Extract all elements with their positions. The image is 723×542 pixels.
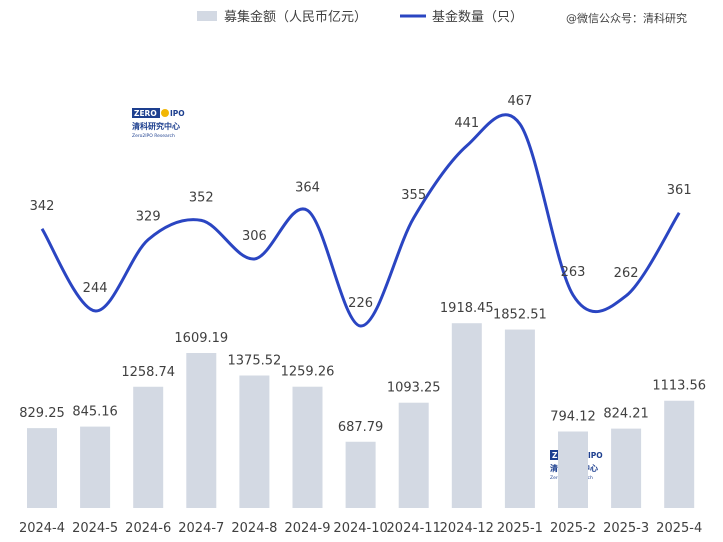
bar-label-2024-7: 1609.19 [174,331,228,346]
bar-2025-2 [558,431,588,508]
x-tick-2024-12: 2024-12 [440,521,494,536]
line-label-2024-4: 342 [30,199,55,214]
bar-2024-8 [239,375,270,508]
bar-label-2024-8: 1375.52 [228,354,282,369]
x-tick-2024-6: 2024-6 [125,521,171,536]
bar-2024-6 [133,386,164,508]
legend: 募集金额（人民币亿元） 基金数量（只） [197,9,523,25]
x-tick-2024-4: 2024-4 [19,521,65,536]
line-label-2025-2: 263 [561,265,586,280]
bar-2024-11 [398,402,429,508]
bar-2024-12 [451,323,482,508]
bar-label-2024-5: 845.16 [72,405,118,420]
bar-2024-9 [292,386,323,508]
line-label-2024-11: 355 [401,188,426,203]
line-label-2024-7: 352 [189,190,214,205]
x-tick-2024-9: 2024-9 [284,521,330,536]
bar-label-2025-1: 1852.51 [493,308,547,323]
zero2ipo-logo: ZERO IPO 清科研究中心 Zero2IPO Research [132,108,185,139]
line-label-2025-1: 467 [507,94,532,109]
bar-label-2025-3: 824.21 [603,407,649,422]
x-tick-2025-3: 2025-3 [603,521,649,536]
x-tick-2025-2: 2025-2 [550,521,596,536]
bar-2024-10 [345,441,376,508]
x-tick-2024-8: 2024-8 [231,521,277,536]
line-label-2024-6: 329 [136,210,161,225]
bar-label-2024-9: 1259.26 [281,365,335,380]
line-label-2025-4: 361 [667,183,692,198]
x-tick-2024-11: 2024-11 [387,521,441,536]
bar-label-2024-6: 1258.74 [121,365,175,380]
x-tick-2024-7: 2024-7 [178,521,224,536]
bar-label-2024-4: 829.25 [19,406,65,421]
svg-text:清科研究中心: 清科研究中心 [132,121,180,131]
bar-label-2024-12: 1918.45 [440,301,494,316]
line-label-2024-12: 441 [454,116,479,131]
line-value-labels: 342 244 329 352 306 364 226 355 441 467 263 262 361 [30,94,692,311]
legend-line-label: 基金数量（只） [432,9,523,25]
bar-2025-3 [611,428,642,508]
bar-2024-4 [27,428,57,508]
legend-bar-swatch [197,11,217,21]
bar-label-2025-2: 794.12 [550,410,596,425]
bar-value-labels: 829.25 845.16 1258.74 1609.191375.521259.26… [19,301,706,435]
x-tick-2025-4: 2025-4 [656,521,702,536]
line-series [40,113,681,328]
svg-text:ZERO: ZERO [134,109,157,118]
line-label-2024-9: 364 [295,180,320,195]
bar-label-2025-4: 1113.56 [652,379,706,394]
bar-label-2024-10: 687.79 [338,420,384,435]
line-label-2024-5: 244 [83,281,108,296]
x-tick-2024-5: 2024-5 [72,521,118,536]
svg-text:Zero2IPO Research: Zero2IPO Research [132,133,175,139]
x-axis-tick-labels: 2024-4 2024-5 2024-6 2024-7 2024-8 2024-9 2024… [19,521,702,536]
bar-2025-1 [504,329,535,508]
bar-2025-4 [664,400,695,508]
legend-bar-label: 募集金额（人民币亿元） [224,9,367,25]
bar-label-2024-11: 1093.25 [387,381,441,396]
bar-2024-5 [80,426,111,508]
x-tick-2025-1: 2025-1 [497,521,543,536]
svg-text:IPO: IPO [170,109,185,118]
svg-text:IPO: IPO [588,451,603,460]
bar-series [27,323,695,508]
line-label-2024-8: 306 [242,229,267,244]
bar-2024-7 [186,353,217,508]
watermark-text: @微信公众号：清科研究 [566,11,687,25]
line-label-2025-3: 262 [614,266,639,281]
line-label-2024-10: 226 [348,296,373,311]
x-tick-2024-10: 2024-10 [333,521,387,536]
